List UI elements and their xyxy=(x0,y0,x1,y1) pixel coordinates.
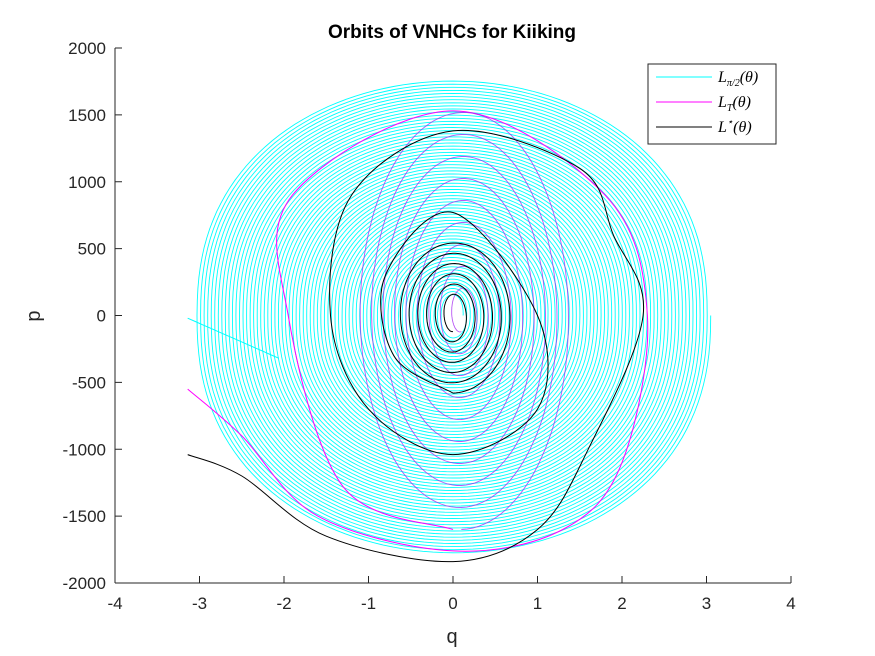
y-tick-label: -500 xyxy=(72,373,106,392)
x-tick-label: 3 xyxy=(702,594,711,613)
x-tick-label: 4 xyxy=(786,594,795,613)
y-tick-label: 1000 xyxy=(68,173,106,192)
legend-label: L⋆(θ) xyxy=(717,117,752,136)
y-tick-label: 500 xyxy=(78,240,106,259)
x-tick-label: -1 xyxy=(361,594,376,613)
y-axis-label: p xyxy=(23,310,45,321)
y-tick-label: 1500 xyxy=(68,106,106,125)
x-tick-label: 1 xyxy=(533,594,542,613)
legend: Lπ/2(θ)LT(θ)L⋆(θ) xyxy=(648,64,776,144)
y-tick-label: 2000 xyxy=(68,39,106,58)
y-tick-label: -1500 xyxy=(63,507,106,526)
x-tick-label: 2 xyxy=(617,594,626,613)
chart-title: Orbits of VNHCs for Kiiking xyxy=(328,22,576,43)
x-tick-label: 0 xyxy=(448,594,457,613)
x-tick-label: -2 xyxy=(276,594,291,613)
x-tick-label: -3 xyxy=(192,594,207,613)
y-tick-label: 0 xyxy=(97,307,106,326)
x-axis-label: q xyxy=(446,626,457,648)
y-tick-label: -1000 xyxy=(63,440,106,459)
x-tick-label: -4 xyxy=(107,594,122,613)
y-tick-label: -2000 xyxy=(63,574,106,593)
